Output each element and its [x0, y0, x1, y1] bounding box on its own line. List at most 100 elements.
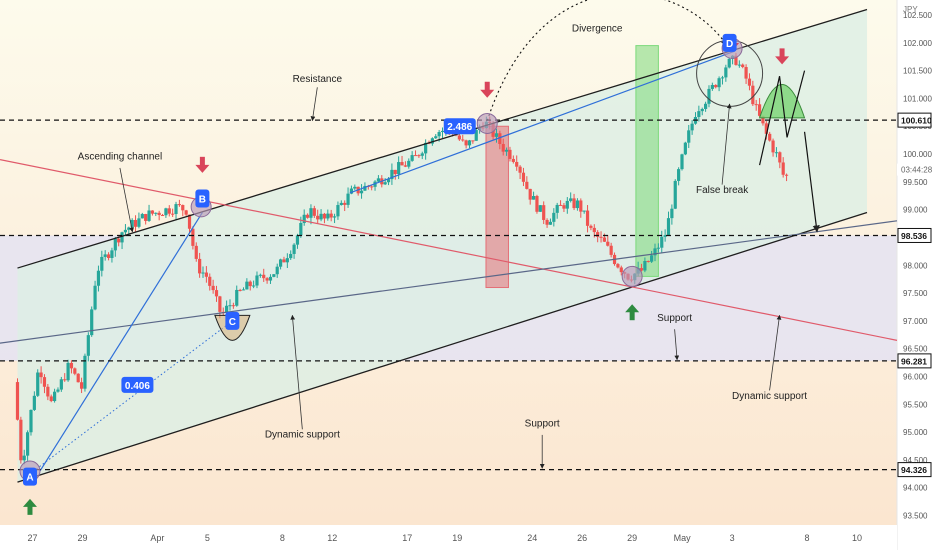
candle-body [778, 152, 782, 163]
candle-body [724, 67, 728, 78]
candle-body [700, 108, 704, 112]
candle-body [390, 169, 394, 180]
candle-body [606, 241, 610, 246]
candle-body [191, 228, 195, 246]
navy-dynamic-support[interactable] [0, 220, 898, 344]
candle-body [461, 139, 465, 141]
channel-lower-line[interactable] [17, 211, 868, 483]
annotation-5: Dynamic support [265, 430, 340, 441]
price-label-2[interactable]: 98.536 [897, 227, 932, 243]
candle-body [771, 140, 775, 153]
candle-body [663, 235, 667, 237]
candle-body [552, 212, 556, 222]
y-tick-label: 99.000 [903, 206, 928, 215]
candle-body [407, 160, 411, 167]
candle-body [194, 245, 198, 259]
candle-body [528, 188, 532, 200]
candle-body [410, 155, 414, 161]
candle-body [66, 362, 70, 381]
value-label-box [121, 376, 154, 393]
candle-body [275, 266, 279, 275]
price-label-1[interactable]: 03:44:28 [897, 163, 932, 176]
candle-body [252, 285, 256, 287]
price-label-box [897, 353, 932, 369]
candle-body [417, 155, 421, 157]
candle-body [76, 373, 80, 383]
candle-body [56, 389, 60, 392]
touch-circle-2 [621, 265, 643, 287]
candle-body [241, 289, 246, 291]
price-label-3[interactable]: 96.281 [897, 353, 932, 369]
candle-body [278, 259, 283, 267]
candle-body [113, 238, 117, 251]
candle-body [262, 274, 266, 279]
candle-body [309, 208, 313, 218]
green-arrow-support [625, 304, 640, 321]
candle-body [680, 154, 684, 170]
price-label-text: 100.610 [901, 116, 932, 126]
candle-body [106, 254, 111, 258]
x-tick-label: 17 [402, 533, 412, 543]
candle-body [285, 258, 289, 263]
candle-body [63, 379, 67, 381]
x-tick-label: 24 [527, 533, 537, 543]
candle-body [548, 221, 553, 225]
candle-body [69, 362, 74, 369]
candle-body [336, 205, 340, 217]
candle-body [96, 270, 101, 286]
candle-body [154, 212, 158, 214]
candle-body [511, 158, 515, 162]
candle-body [508, 149, 512, 159]
value-label-1: 0.406 [121, 376, 154, 393]
candle-body [727, 58, 731, 68]
candle-body [619, 267, 623, 273]
y-tick-label: 95.000 [903, 428, 928, 437]
candle-body [46, 386, 50, 397]
candle-body [565, 200, 569, 209]
candle-body [326, 213, 330, 219]
green-arrow-a-head [22, 498, 37, 507]
candle-body [22, 455, 26, 461]
price-label-0[interactable]: 100.610 [897, 112, 932, 128]
candle-body [525, 181, 529, 189]
candle-body [741, 64, 745, 68]
candle-body [400, 162, 404, 166]
candle-body [359, 190, 364, 194]
candle-body [130, 219, 134, 228]
price-label-4[interactable]: 94.326 [897, 462, 932, 478]
candle-body [302, 214, 306, 224]
candle-body [282, 259, 286, 263]
blue-trend-ab[interactable] [39, 212, 203, 472]
candle-body [218, 296, 222, 312]
candle-body [289, 253, 293, 259]
y-tick-label: 100.000 [903, 150, 932, 159]
y-tick-label: 94.500 [903, 456, 928, 465]
x-tick-label: 8 [280, 533, 285, 543]
red-dynamic-support[interactable] [0, 159, 898, 341]
divergence-arc [486, 0, 728, 121]
point-label-d: D [722, 33, 737, 52]
candle-body [569, 198, 573, 201]
blue-trend-bd[interactable] [349, 50, 735, 194]
y-tick-label: 93.500 [903, 512, 928, 521]
candle-body [650, 255, 654, 262]
y-axis: 93.500 94.000 94.500 95.000 95.500 96.000 96.5… [903, 5, 932, 521]
point-label-text: C [229, 317, 236, 328]
green-zone[interactable] [635, 45, 659, 277]
candle-body [187, 214, 192, 229]
price-label-box [897, 462, 932, 478]
red-arrow-dome [775, 48, 790, 65]
red-arrow-b-head [195, 164, 210, 173]
candle-body [160, 215, 165, 217]
candle-body [720, 77, 725, 79]
candle-body [781, 162, 785, 175]
x-tick-label: 29 [77, 533, 87, 543]
annotation-2: Ascending channel [78, 152, 163, 163]
candle-body [434, 136, 438, 139]
candle-body [757, 104, 762, 116]
point-label-box [22, 467, 37, 486]
y-tick-label: 97.000 [903, 317, 928, 326]
candle-body [747, 78, 752, 86]
candle-body [86, 335, 90, 356]
